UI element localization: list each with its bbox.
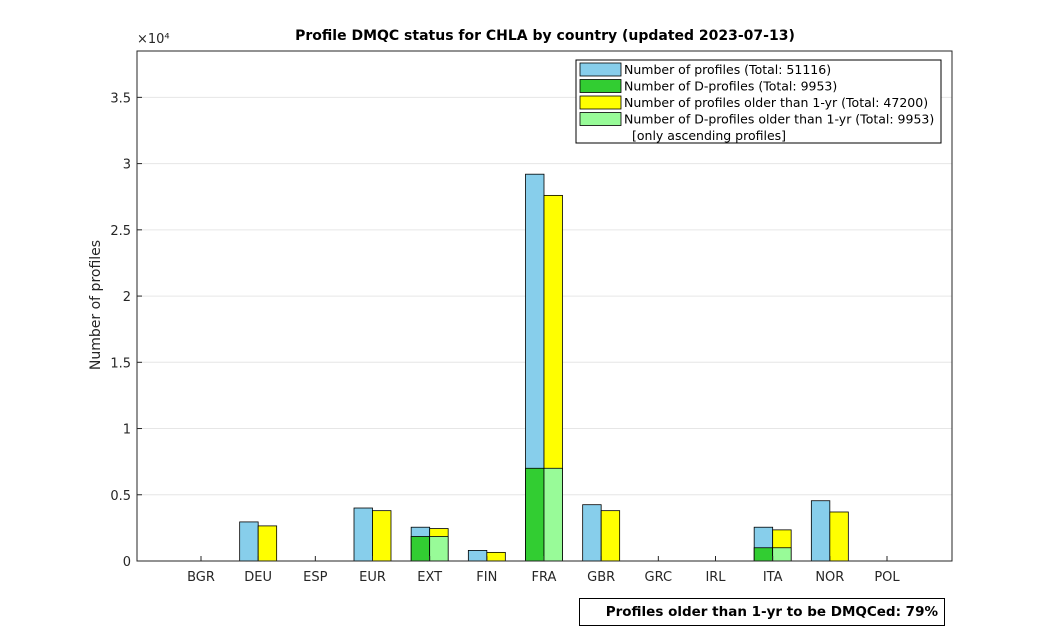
- bar-d-profiles-older: [543, 467, 563, 562]
- y-tick-label: 0: [123, 555, 131, 570]
- legend-entry: Number of profiles (Total: 51116): [624, 62, 831, 77]
- legend-entry: Number of D-profiles (Total: 9953): [624, 79, 837, 94]
- summary-box: Profiles older than 1-yr to be DMQCed: 7…: [579, 598, 945, 626]
- bar-profiles-older: [257, 525, 278, 562]
- bar-profiles: [467, 550, 488, 562]
- bar-profiles: [810, 500, 831, 562]
- legend-note: [only ascending profiles]: [632, 128, 786, 143]
- x-tick-label: FRA: [532, 570, 557, 585]
- bar-d-profiles: [410, 536, 431, 562]
- bar-profiles: [353, 507, 373, 562]
- legend-entry: Number of profiles older than 1-yr (Tota…: [624, 95, 928, 110]
- bar-profiles: [239, 521, 259, 562]
- x-tick-label: EUR: [359, 570, 386, 585]
- x-tick-label: ITA: [763, 570, 783, 585]
- x-tick-label: IRL: [705, 570, 726, 585]
- x-tick-label: FIN: [476, 570, 497, 585]
- legend-entry: Number of D-profiles older than 1-yr (To…: [624, 112, 934, 127]
- y-tick-label: 1: [123, 423, 131, 438]
- y-tick-label: 2.5: [110, 224, 131, 239]
- bar-d-profiles: [525, 467, 545, 562]
- bar-d-profiles-older: [429, 536, 449, 562]
- y-tick-label: 2: [123, 290, 131, 305]
- bar-profiles: [582, 504, 602, 562]
- y-tick-label: 1.5: [110, 356, 131, 371]
- x-tick-label: DEU: [244, 570, 272, 585]
- bar-d-profiles: [753, 547, 774, 562]
- x-tick-label: EXT: [417, 570, 442, 585]
- x-tick-label: POL: [874, 570, 900, 585]
- y-ticks: 0 0.5 1 1.5 2 2.5 3 3.5: [110, 91, 142, 570]
- legend-swatch: [579, 95, 622, 110]
- y-tick-label: 3: [123, 158, 131, 173]
- bars: [239, 173, 849, 562]
- legend-swatch: [579, 79, 622, 93]
- y-tick-label: 0.5: [110, 489, 131, 504]
- legend: Number of profiles (Total: 51116) Number …: [575, 59, 942, 144]
- legend-swatch: [579, 112, 622, 126]
- x-tick-label: BGR: [187, 570, 215, 585]
- legend-swatch: [579, 62, 622, 77]
- x-ticks: BGR DEU ESP EUR EXT FIN FRA GBR GRC IRL ITA NOR POL: [187, 556, 900, 585]
- bar-d-profiles-older: [772, 547, 792, 562]
- summary-text: Profiles older than 1-yr to be DMQCed: 7…: [605, 604, 938, 620]
- chart-title: Profile DMQC status for CHLA by country …: [295, 28, 795, 44]
- x-tick-label: NOR: [815, 570, 844, 585]
- bar-profiles-older: [829, 511, 849, 562]
- y-tick-label: 3.5: [110, 91, 131, 106]
- bar-profiles-older: [486, 551, 506, 562]
- x-tick-label: GRC: [645, 570, 673, 585]
- bar-profiles-older: [372, 510, 392, 562]
- x-tick-label: ESP: [303, 570, 327, 585]
- legend-box: [575, 59, 942, 144]
- x-tick-label: GBR: [587, 570, 615, 585]
- y-exponent-label: ×10⁴: [137, 32, 170, 47]
- bar-profiles-older: [600, 510, 621, 562]
- y-axis-label: Number of profiles: [88, 240, 104, 370]
